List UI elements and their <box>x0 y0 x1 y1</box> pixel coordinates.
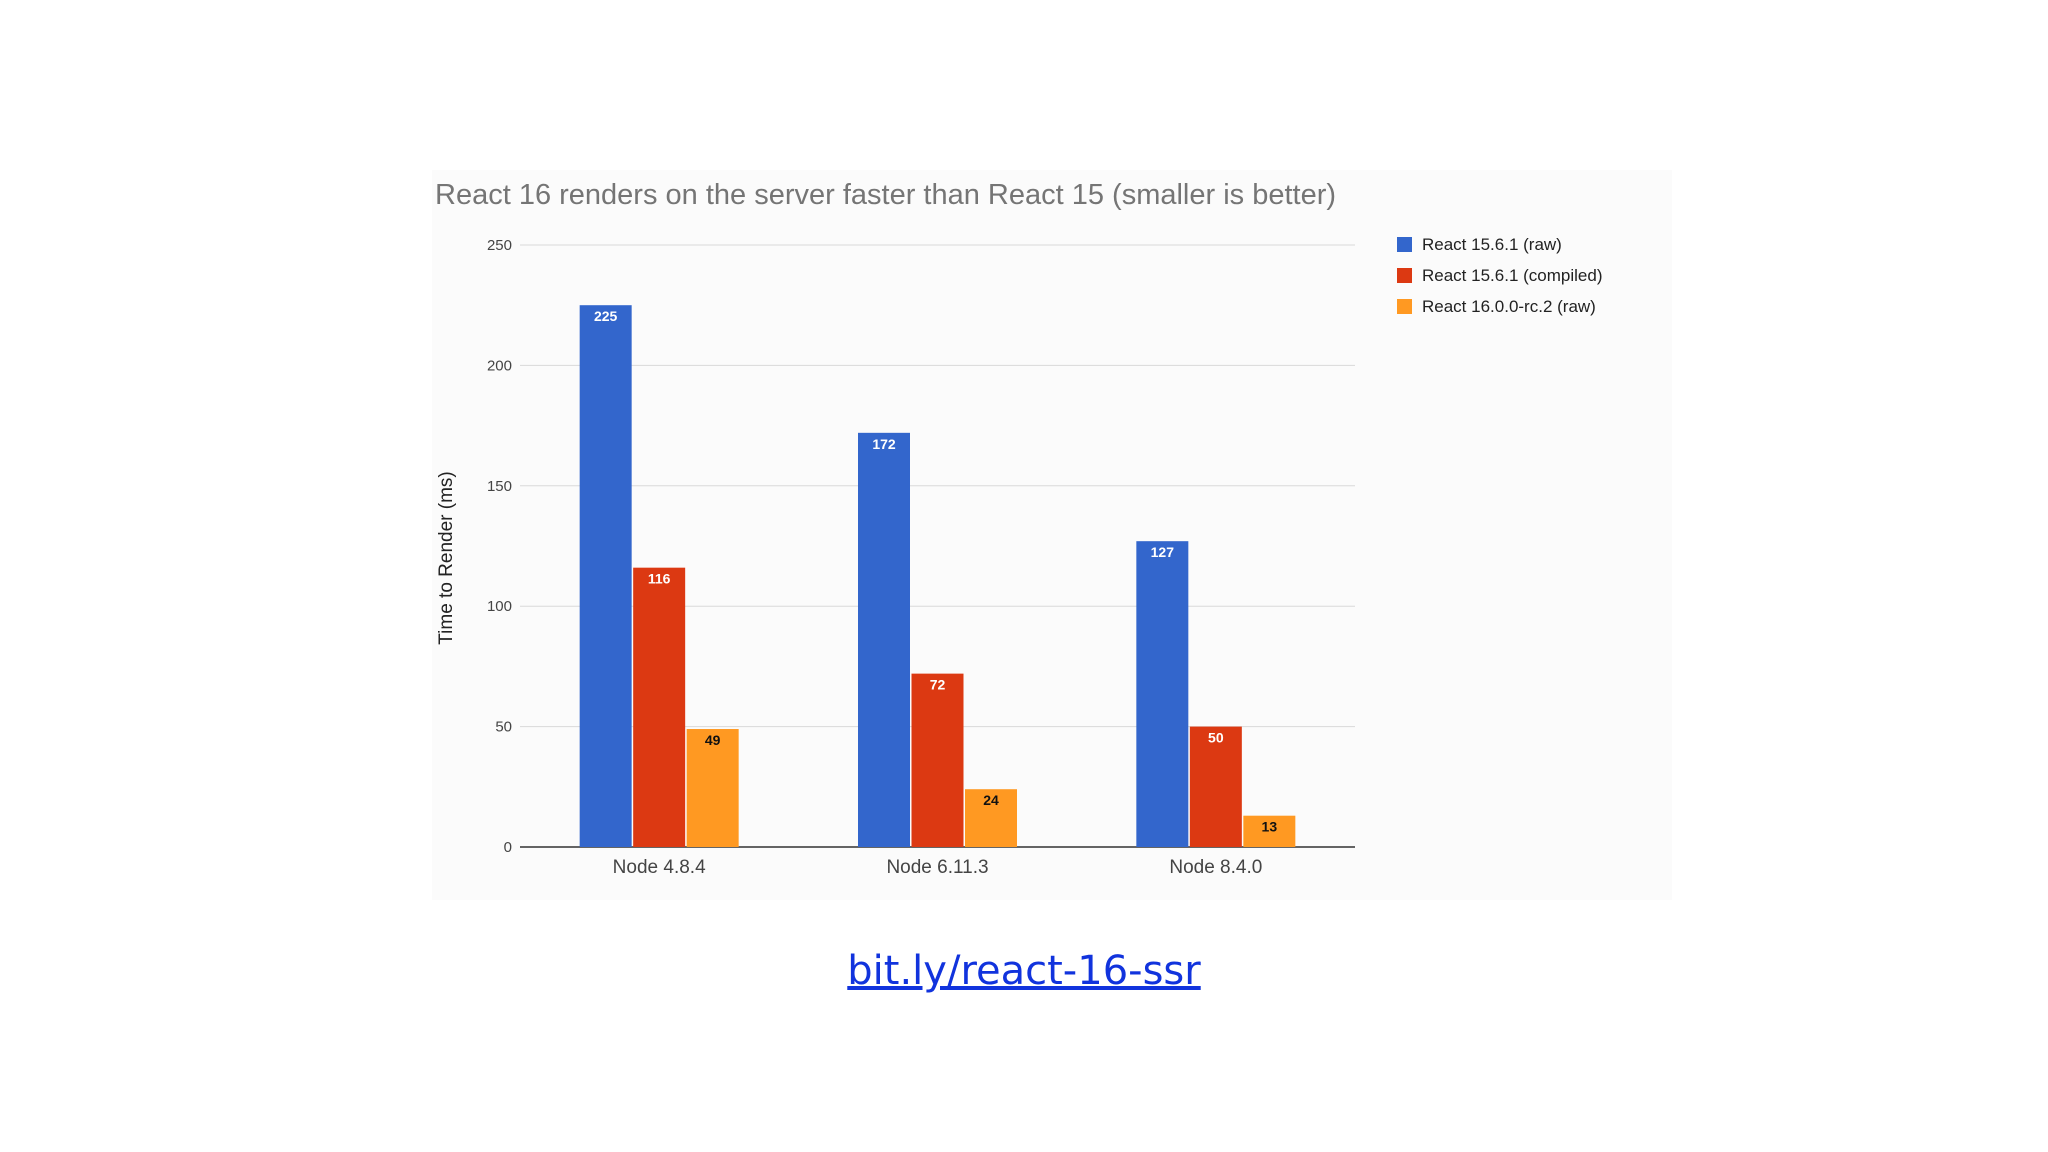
bar <box>579 305 632 847</box>
data-label: 116 <box>648 571 671 587</box>
legend-label: React 15.6.1 (raw) <box>1422 235 1562 254</box>
legend-swatch <box>1397 299 1412 314</box>
y-tick-label: 50 <box>495 719 512 736</box>
y-tick-label: 100 <box>487 598 512 615</box>
bitly-link[interactable]: bit.ly/react-16-ssr <box>847 948 1201 994</box>
data-label: 172 <box>872 436 896 452</box>
legend-label: React 16.0.0-rc.2 (raw) <box>1422 297 1596 316</box>
legend-label: React 15.6.1 (compiled) <box>1422 266 1602 285</box>
x-category-label: Node 4.8.4 <box>613 857 706 878</box>
bar <box>911 673 964 847</box>
x-category-label: Node 6.11.3 <box>886 857 988 878</box>
legend-swatch <box>1397 237 1412 252</box>
bar <box>1136 541 1189 847</box>
y-tick-label: 150 <box>487 478 512 495</box>
legend-swatch <box>1397 268 1412 283</box>
legend: React 15.6.1 (raw) React 15.6.1 (compiled… <box>1397 235 1602 316</box>
data-label: 13 <box>1262 819 1278 835</box>
bar <box>686 729 739 847</box>
x-axis-categories: Node 4.8.4 Node 6.11.3 Node 8.4.0 <box>613 857 1263 878</box>
y-axis-ticks: 0 50 100 150 200 250 <box>487 237 512 856</box>
bar <box>1243 815 1296 847</box>
bar <box>858 432 910 847</box>
y-axis-label: Time to Render (ms) <box>436 471 457 645</box>
data-label: 225 <box>594 308 618 324</box>
x-category-label: Node 8.4.0 <box>1169 857 1262 878</box>
data-label: 24 <box>983 792 999 808</box>
bars: 225 116 49 172 72 24 127 50 13 <box>579 305 1296 847</box>
bar <box>1189 726 1242 847</box>
chart-title: React 16 renders on the server faster th… <box>435 179 1336 211</box>
bar <box>633 567 686 847</box>
data-label: 49 <box>705 732 721 748</box>
data-label: 127 <box>1151 544 1175 560</box>
bar <box>965 789 1017 847</box>
y-tick-label: 250 <box>487 237 512 254</box>
y-tick-label: 0 <box>504 839 512 856</box>
data-label: 72 <box>930 677 946 693</box>
data-label: 50 <box>1208 730 1224 746</box>
y-tick-label: 200 <box>487 357 512 374</box>
